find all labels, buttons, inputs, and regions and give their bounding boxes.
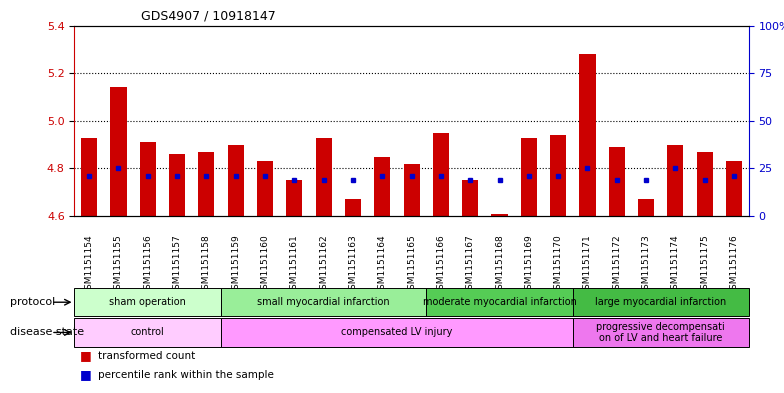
Bar bbox=[227, 145, 244, 216]
Bar bbox=[140, 142, 156, 216]
Text: ■: ■ bbox=[81, 368, 92, 381]
Text: large myocardial infarction: large myocardial infarction bbox=[595, 297, 727, 307]
Bar bbox=[492, 214, 507, 216]
Bar bbox=[286, 180, 303, 216]
Bar bbox=[697, 152, 713, 216]
Bar bbox=[573, 318, 749, 347]
Bar bbox=[169, 154, 185, 216]
Bar bbox=[404, 164, 419, 216]
Bar bbox=[111, 88, 126, 216]
Bar bbox=[726, 162, 742, 216]
Text: disease state: disease state bbox=[10, 327, 85, 338]
Bar bbox=[608, 147, 625, 216]
Bar bbox=[221, 318, 573, 347]
Bar bbox=[316, 138, 332, 216]
Bar bbox=[345, 200, 361, 216]
Bar bbox=[433, 133, 449, 216]
Text: progressive decompensati
on of LV and heart failure: progressive decompensati on of LV and he… bbox=[597, 322, 725, 343]
Bar bbox=[221, 288, 426, 316]
Bar bbox=[667, 145, 684, 216]
Bar bbox=[550, 135, 566, 216]
Bar bbox=[374, 156, 390, 216]
Text: percentile rank within the sample: percentile rank within the sample bbox=[98, 369, 274, 380]
Text: compensated LV injury: compensated LV injury bbox=[341, 327, 452, 338]
Bar bbox=[198, 152, 215, 216]
Bar bbox=[257, 162, 273, 216]
Bar bbox=[74, 288, 221, 316]
Bar bbox=[81, 138, 97, 216]
Bar bbox=[74, 318, 221, 347]
Text: sham operation: sham operation bbox=[109, 297, 187, 307]
Text: control: control bbox=[131, 327, 165, 338]
Text: GDS4907 / 10918147: GDS4907 / 10918147 bbox=[141, 10, 276, 23]
Text: protocol: protocol bbox=[10, 297, 56, 307]
Bar bbox=[426, 288, 573, 316]
Text: moderate myocardial infarction: moderate myocardial infarction bbox=[423, 297, 576, 307]
Bar bbox=[638, 200, 654, 216]
Bar bbox=[462, 180, 478, 216]
Bar bbox=[579, 54, 596, 216]
Bar bbox=[521, 138, 537, 216]
Text: transformed count: transformed count bbox=[98, 351, 195, 361]
Bar bbox=[573, 288, 749, 316]
Text: small myocardial infarction: small myocardial infarction bbox=[257, 297, 390, 307]
Text: ■: ■ bbox=[81, 349, 92, 362]
